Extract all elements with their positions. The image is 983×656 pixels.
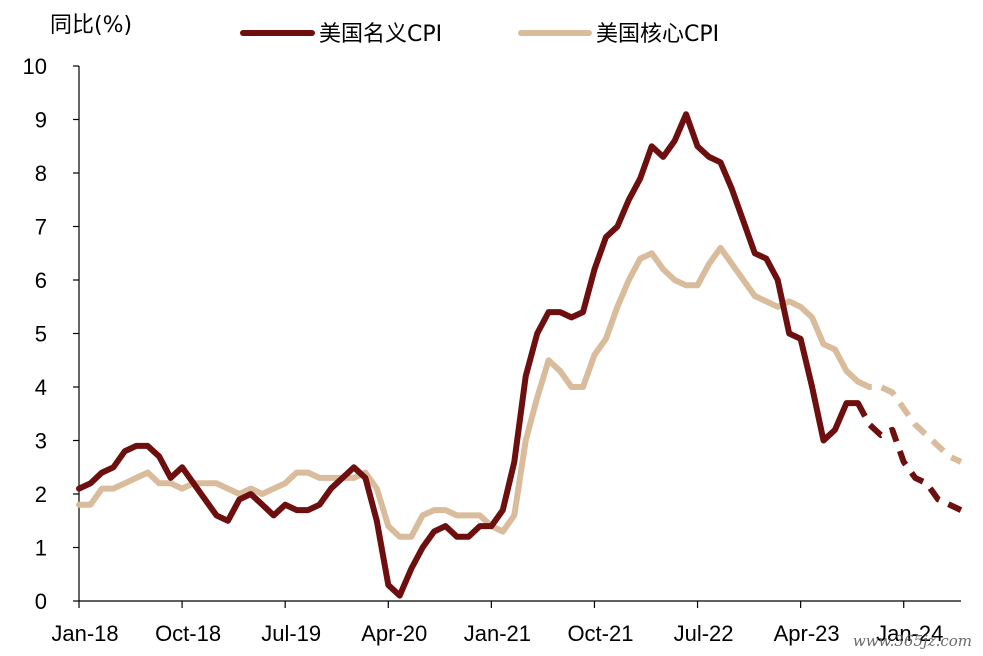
y-axis-unit-label: 同比(%) (50, 13, 132, 38)
x-tick-label: Apr-20 (361, 621, 427, 646)
x-tick-label: Jan-21 (464, 621, 531, 646)
legend-label-core-cpi: 美国核心CPI (596, 22, 719, 47)
x-tick-label: Jul-22 (674, 621, 734, 646)
series-forecast-line-nominal-cpi (855, 401, 963, 513)
x-axis-ticks: Jan-18 Oct-18 Jul-19 Apr-20 Jan-21 Oct-21 Jul-… (51, 601, 943, 646)
x-tick-label: Jan-18 (51, 621, 118, 646)
y-axis-ticks: 0 1 2 3 4 5 6 7 8 9 10 (23, 54, 79, 614)
y-tick-label: 9 (35, 108, 47, 133)
x-tick-label: Apr-23 (774, 621, 840, 646)
y-tick-label: 10 (23, 54, 47, 79)
y-tick-label: 5 (35, 322, 47, 347)
series-line-nominal-cpi (76, 111, 861, 599)
y-tick-label: 4 (35, 375, 47, 400)
y-tick-label: 1 (35, 536, 47, 561)
series-forecast-line-core-cpi (856, 378, 963, 465)
y-tick-label: 0 (35, 589, 47, 614)
y-tick-label: 3 (35, 429, 47, 454)
legend: 美国名义CPI 美国核心CPI (240, 22, 719, 47)
x-tick-label: Jul-19 (261, 621, 321, 646)
x-tick-label: Oct-18 (155, 621, 221, 646)
x-tick-label: Oct-21 (567, 621, 633, 646)
series-line-core-cpi (76, 244, 861, 540)
x-tick-label: Jan-24 (876, 621, 943, 646)
y-tick-label: 8 (35, 161, 47, 186)
watermark-text: www.365jz.com (853, 632, 972, 650)
axes (78, 66, 961, 602)
series-layer (76, 111, 963, 599)
y-tick-label: 6 (35, 268, 47, 293)
legend-label-nominal-cpi: 美国名义CPI (319, 22, 442, 47)
y-tick-label: 2 (35, 482, 47, 507)
y-tick-label: 7 (35, 215, 47, 240)
